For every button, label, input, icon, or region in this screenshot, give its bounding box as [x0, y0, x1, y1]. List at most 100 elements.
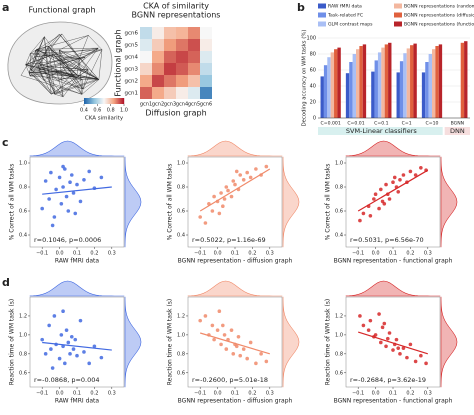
annotation: r=0.1046, p=0.0006 — [34, 236, 101, 244]
plot-frame — [187, 296, 283, 388]
brain-edge — [39, 68, 59, 81]
colorbar-step — [119, 98, 121, 104]
scatter-point — [40, 206, 44, 211]
scatter-point — [71, 191, 76, 195]
x-tick-label: C=0.01 — [347, 121, 364, 127]
colorbar-step — [122, 98, 124, 104]
y-tick-label: 0.8 — [177, 351, 185, 357]
x-tick-label: 0.3 — [266, 391, 274, 397]
x-axis-label: BGNN representation - diffusion graph — [178, 258, 293, 265]
colorbar-tick-label: 0.8 — [107, 108, 115, 114]
marginal-density — [282, 156, 300, 248]
heatmap-cell — [200, 27, 212, 39]
scatter-point — [401, 173, 406, 177]
x-tick-label: 0.2 — [248, 251, 256, 257]
x-tick-label: C=10 — [426, 121, 439, 127]
marginal-density — [187, 140, 283, 157]
annotation: r=0.5031, p=6.56e-70 — [350, 236, 424, 244]
x-tick-label: −0.1 — [194, 251, 206, 257]
scatter-point — [373, 333, 378, 337]
scatter-point — [424, 361, 428, 366]
scatter-point — [217, 211, 222, 216]
x-tick-label: 0.1 — [231, 251, 239, 257]
bar — [438, 44, 443, 118]
scatter-point — [203, 221, 208, 225]
scatter-point — [391, 180, 395, 184]
scatter-point — [236, 334, 241, 339]
brain-edge — [48, 46, 78, 75]
scatter-point — [366, 328, 371, 332]
x-tick-label: 0.3 — [266, 251, 274, 257]
brain-edge — [20, 75, 82, 95]
brain-edge — [30, 36, 45, 54]
bar — [432, 49, 436, 119]
scatter-point — [78, 318, 83, 323]
brain-edge — [29, 72, 52, 95]
brain-edge — [46, 66, 89, 70]
brain-edge — [30, 57, 86, 71]
brain-edge — [48, 35, 89, 47]
x-tick-label: 0.1 — [73, 391, 81, 397]
annotation: r=-0.2600, p=5.01e-18 — [192, 376, 268, 384]
scatter-point — [210, 209, 215, 213]
scatter-point — [358, 314, 362, 318]
heatmap-cell — [188, 75, 200, 87]
bar — [460, 42, 465, 118]
colorbar-step — [106, 98, 108, 104]
scatter-point — [69, 173, 74, 177]
y-tick-label: 0.6 — [19, 209, 27, 215]
brain-edges — [20, 33, 103, 97]
legend-swatch — [394, 21, 402, 27]
bar — [371, 71, 375, 118]
bar — [403, 53, 407, 119]
brain-edge — [43, 47, 99, 81]
scatter-point — [377, 312, 381, 316]
scatter-point — [419, 353, 423, 358]
marginal-density — [29, 140, 125, 157]
bar — [428, 54, 432, 118]
row-label: gcn6 — [124, 31, 138, 37]
x-tick-label: 0.2 — [406, 251, 414, 257]
colorbar-tick-label: 0.4 — [80, 108, 88, 114]
scatter-point — [254, 361, 258, 366]
heatmap-cell — [140, 75, 152, 87]
scatter-point — [221, 323, 225, 328]
x-tick-label: 0.1 — [389, 391, 397, 397]
brain-edge — [48, 46, 56, 95]
plot-frame — [187, 156, 283, 248]
x-axis-label: RAW fMRI data — [55, 398, 100, 405]
colorbar-step — [86, 98, 88, 104]
bar — [320, 76, 324, 118]
colorbar-step — [96, 98, 98, 104]
brain-edge — [34, 50, 80, 59]
y-axis-label: Functional graph — [114, 29, 123, 96]
scatter-point — [238, 173, 243, 177]
heatmap-cell — [200, 75, 212, 87]
heatmap-title: BGNN representations — [132, 11, 221, 20]
x-tick-label: 0.2 — [90, 391, 98, 397]
x-tick-label: C=0.001 — [321, 121, 341, 127]
heatmap-cell — [188, 63, 200, 75]
colorbar-step — [107, 98, 109, 104]
scatter-point — [203, 314, 208, 318]
scatter-point — [222, 197, 227, 201]
scatter-point — [382, 202, 387, 206]
brain-edge — [20, 49, 37, 76]
brain-edge — [30, 49, 102, 54]
heatmap-cell — [176, 51, 188, 63]
bar — [399, 61, 404, 118]
annotation: r=0.5022, p=1.16e-69 — [192, 236, 266, 244]
colorbar-step — [92, 98, 94, 104]
brain-edge — [39, 68, 99, 80]
brain-edge — [61, 33, 89, 70]
brain-edge — [37, 49, 103, 67]
colorbar-step — [109, 98, 111, 104]
column-label: gcn6 — [200, 102, 212, 108]
plot-frame — [29, 296, 125, 388]
x-tick-label: 0.2 — [406, 391, 414, 397]
bar — [323, 65, 328, 118]
x-tick-label: −0.1 — [194, 391, 206, 397]
bar — [356, 49, 360, 119]
heatmap-cell — [200, 39, 212, 51]
